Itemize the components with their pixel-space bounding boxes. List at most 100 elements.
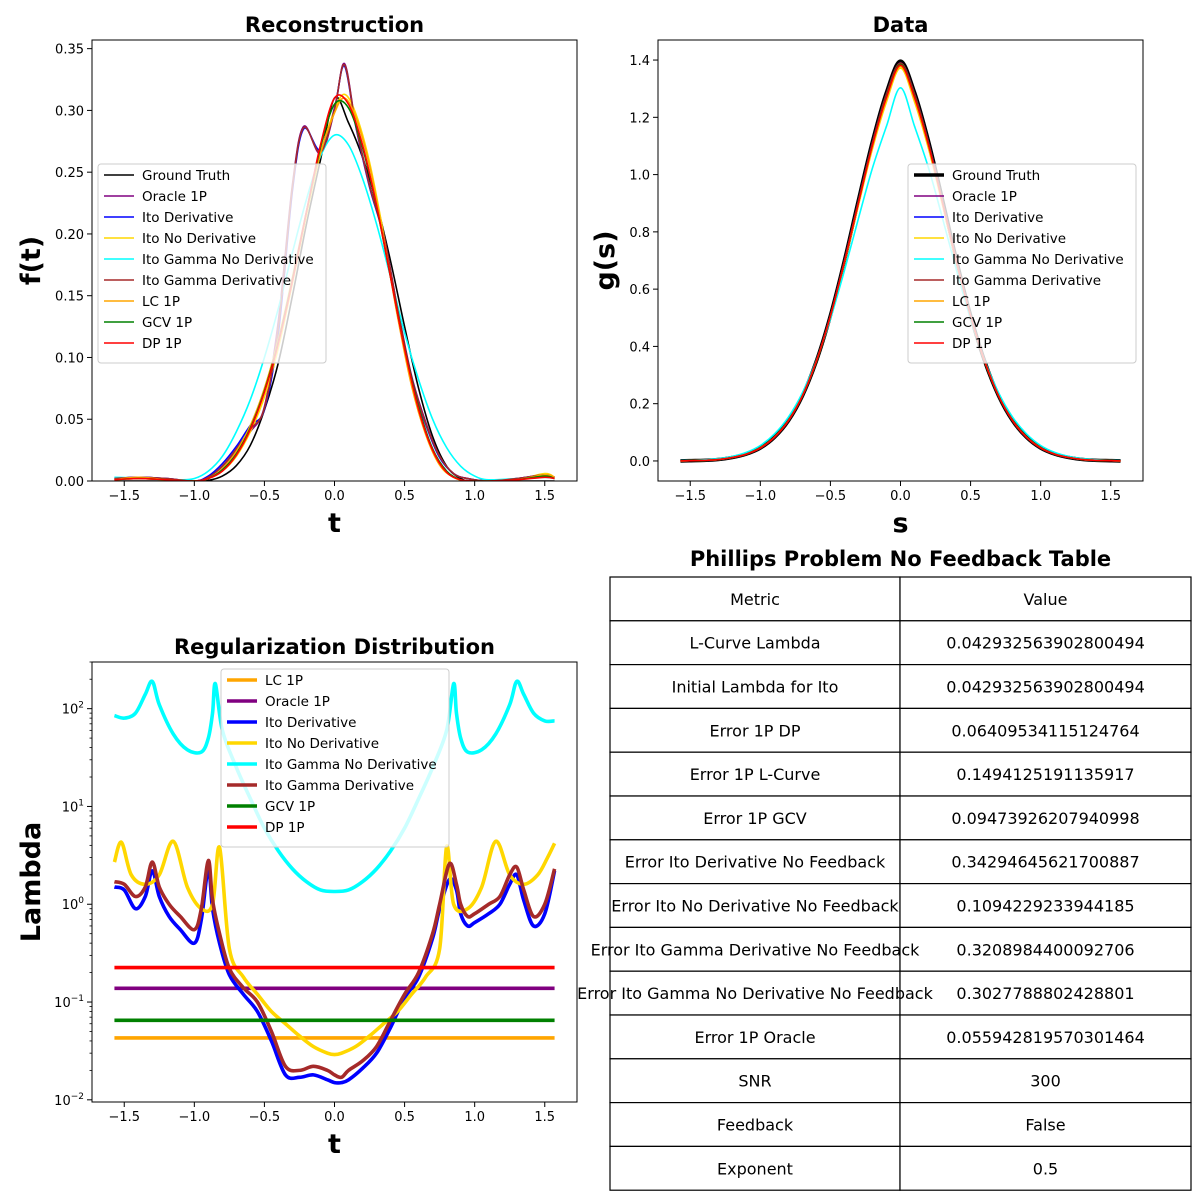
x-tick-label: 0.5 (394, 489, 415, 504)
table-cell-border (609, 663, 901, 709)
legend-label-ito-no-derivative: Ito No Derivative (952, 231, 1066, 247)
legend-label-dp-1p: DP 1P (952, 336, 992, 352)
table-cell-metric: Error Ito No Derivative No Feedback (611, 897, 899, 916)
y-tick-label: 1.4 (629, 54, 650, 69)
x-tick-label: −1.0 (179, 489, 211, 504)
y-tick-label: 10−1 (54, 994, 84, 1011)
x-tick-label: −0.5 (815, 489, 847, 504)
metrics-table: Phillips Problem No Feedback Table Metric… (577, 547, 1192, 1191)
table-cell-value: 0.3027788802428801 (956, 984, 1134, 1003)
table-cell-border (899, 839, 1192, 885)
table-cell-border (609, 839, 901, 885)
table-cell-border (899, 663, 1192, 709)
table-cell-border (609, 751, 901, 797)
table-cell-border (609, 926, 901, 972)
table-cell-value: 0.3208984400092706 (956, 940, 1134, 959)
x-tick-label: 1.0 (464, 1110, 485, 1125)
table-cell-border (609, 1101, 901, 1147)
table-cell-border (899, 1014, 1192, 1060)
regularization-ylabel: Lambda (16, 822, 47, 942)
table-cell-value: False (1025, 1116, 1065, 1135)
table-cell-border (609, 970, 901, 1016)
y-tick-exponent: 1 (78, 798, 84, 808)
table-cell-value: 0.06409534115124764 (951, 721, 1139, 740)
x-tick-label: 1.0 (464, 489, 485, 504)
table-cell-border (609, 1145, 901, 1191)
table-cell-metric: Initial Lambda for Ito (672, 678, 839, 697)
x-tick-label: 1.5 (534, 489, 555, 504)
table-cell-border (899, 970, 1192, 1016)
legend-label-gcv-1p: GCV 1P (265, 799, 315, 815)
table-cell-border (899, 795, 1192, 841)
table-cell-border (609, 1014, 901, 1060)
legend-label-ground-truth: Ground Truth (952, 168, 1040, 184)
table-cell-value: 0.5 (1033, 1159, 1058, 1178)
series-line-ito-derivative (113, 867, 557, 1085)
regularization-series (112, 679, 557, 1085)
legend-label-dp-1p: DP 1P (265, 820, 305, 836)
reconstruction-title: Reconstruction (245, 13, 424, 37)
y-tick-label: 0.30 (55, 104, 84, 119)
y-tick-label: 0.35 (55, 43, 84, 58)
legend-label-gcv-1p: GCV 1P (952, 315, 1002, 331)
legend-box (97, 163, 327, 364)
table-cell-border (899, 1058, 1192, 1104)
x-tick-label: 0.0 (324, 1110, 345, 1125)
data-ylabel: g(s) (590, 230, 621, 290)
legend-label-oracle-1p: Oracle 1P (952, 189, 1017, 205)
y-tick-label: 0.15 (55, 290, 84, 305)
table-cell-border (899, 1145, 1192, 1191)
table-cell-metric: Error 1P GCV (703, 809, 807, 828)
legend-label-ito-gamma-no-derivative: Ito Gamma No Derivative (265, 757, 437, 773)
data-title: Data (873, 13, 929, 37)
table-cell-border (899, 882, 1192, 928)
legend-label-lc-1p: LC 1P (142, 294, 180, 310)
table-cell-value: 0.1494125191135917 (956, 765, 1134, 784)
table-cell-metric: Exponent (717, 1159, 793, 1178)
legend-label-oracle-1p: Oracle 1P (265, 694, 330, 710)
table-cell-metric: Error Ito Gamma No Derivative No Feedbac… (577, 984, 933, 1003)
y-tick-label: 1.0 (629, 169, 650, 184)
y-tick-label: 10−2 (54, 1092, 84, 1109)
table-title: Phillips Problem No Feedback Table (690, 547, 1111, 571)
legend-label-ito-derivative: Ito Derivative (265, 715, 356, 731)
table-cell-value: 0.1094229233944185 (956, 897, 1134, 916)
table-cell-border (609, 620, 901, 666)
y-tick-exponent: 0 (78, 896, 84, 906)
y-tick-label: 0.05 (55, 413, 84, 428)
series-line-ito-no-derivative (112, 839, 557, 1057)
table-cell-border (609, 1058, 901, 1104)
data-xlabel: s (892, 508, 908, 539)
y-tick-exponent: 2 (78, 701, 84, 711)
table-cell-border (899, 1101, 1192, 1147)
legend-label-ito-gamma-no-derivative: Ito Gamma No Derivative (952, 252, 1124, 268)
x-tick-label: −1.0 (179, 1110, 211, 1125)
legend-label-ito-derivative: Ito Derivative (142, 210, 233, 226)
table-header-value: Value (1024, 590, 1068, 609)
table-row (609, 1145, 1192, 1191)
table-cell-border (899, 926, 1192, 972)
legend-label-dp-1p: DP 1P (142, 336, 182, 352)
legend-box (907, 163, 1137, 364)
x-tick-label: −1.5 (108, 1110, 140, 1125)
y-tick-label: 101 (62, 798, 84, 815)
y-tick-label: 0.10 (55, 351, 84, 366)
table-row (609, 707, 1192, 753)
y-tick-exponent: −1 (71, 994, 84, 1004)
table-cell-value: 0.055942819570301464 (946, 1028, 1145, 1047)
y-tick-label: 0.4 (629, 340, 650, 355)
y-tick-label: 0.2 (629, 398, 650, 413)
reconstruction-xlabel: t (328, 508, 341, 539)
table-cell-border (609, 795, 901, 841)
regularization-legend: LC 1P Oracle 1P Ito Derivative Ito No Deriv… (220, 668, 450, 848)
table-header-metric: Metric (730, 590, 780, 609)
table-row (609, 882, 1192, 928)
y-tick-label: 0.8 (629, 226, 650, 241)
table-row (609, 970, 1192, 1016)
x-tick-label: 0.5 (394, 1110, 415, 1125)
x-tick-label: 1.5 (534, 1110, 555, 1125)
y-tick-label: 0.00 (55, 475, 84, 490)
y-tick-label: 1.2 (629, 111, 650, 126)
legend-label-lc-1p: LC 1P (952, 294, 990, 310)
